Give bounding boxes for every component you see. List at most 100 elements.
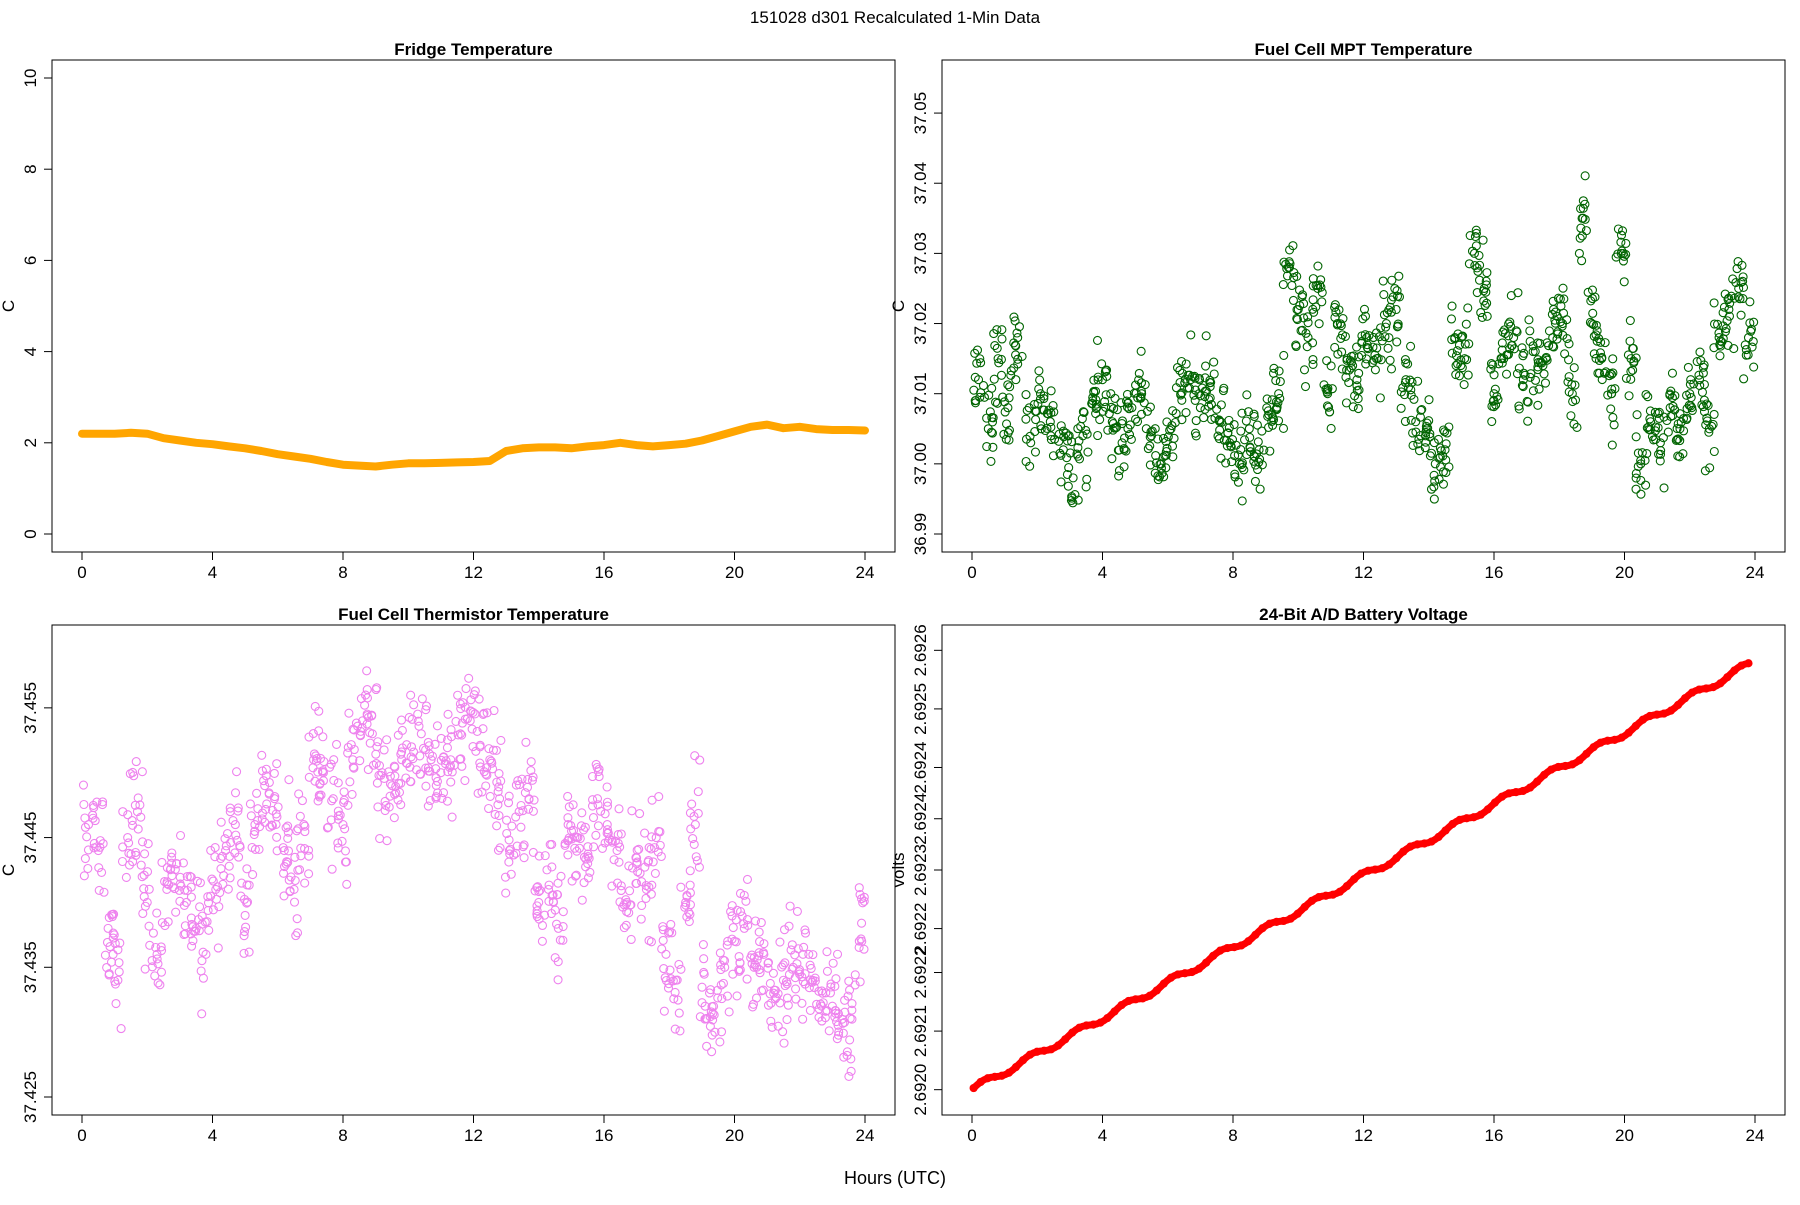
mpt-point [1121, 396, 1132, 406]
thermistor-point [421, 701, 432, 711]
mpt-point [1540, 378, 1551, 388]
mpt-point [1274, 366, 1284, 376]
thermistor-point [431, 764, 441, 774]
mpt-point [1523, 416, 1533, 426]
mpt-point [1386, 364, 1397, 374]
thermistor-point [83, 863, 93, 874]
thermistor-point [798, 949, 808, 959]
thermistor-point [826, 982, 836, 992]
fridge-xtick-label: 12 [464, 563, 483, 582]
mpt-point [1558, 283, 1568, 293]
mpt-point [1006, 366, 1016, 376]
thermistor-ytick-label: 37.425 [21, 1071, 40, 1123]
mpt-point [1440, 445, 1450, 455]
battery-ytick-label: 2.6923 [911, 844, 930, 896]
mpt-point [1186, 330, 1196, 340]
mpt-ytick-label: 37.04 [911, 162, 930, 205]
mpt-point [1722, 316, 1732, 326]
thermistor-point [528, 772, 538, 782]
battery-point [1624, 728, 1633, 737]
thermistor-point [659, 964, 669, 974]
thermistor-point [244, 947, 254, 957]
fridge-ylabel: C [0, 300, 18, 312]
thermistor-point [447, 812, 457, 822]
thermistor-point [749, 952, 759, 963]
thermistor-point [157, 918, 167, 928]
battery-point [1589, 743, 1598, 752]
mpt-point [1065, 448, 1075, 458]
mpt-point [1625, 315, 1635, 326]
thermistor-point [603, 836, 613, 846]
mpt-point [1368, 342, 1378, 352]
mpt-point [1317, 297, 1327, 307]
thermistor-point [151, 942, 161, 953]
mpt-ytick-label: 37.03 [911, 232, 930, 275]
mpt-point [1014, 322, 1024, 332]
thermistor-point [304, 869, 314, 879]
thermistor-point [824, 1026, 834, 1036]
mpt-point [1136, 393, 1146, 403]
thermistor-point [416, 729, 426, 739]
thermistor-point [260, 781, 270, 791]
mpt-point [1177, 368, 1188, 378]
thermistor-point [647, 832, 657, 842]
thermistor-point [396, 778, 406, 788]
mpt-point [1709, 343, 1719, 353]
battery-ytick-label: 2.6924 [911, 741, 930, 793]
mpt-point [1406, 341, 1416, 351]
mpt-point [1396, 387, 1406, 397]
thermistor-point [494, 782, 504, 792]
thermistor-point [131, 850, 141, 860]
mpt-point [1564, 372, 1574, 382]
thermistor-point [785, 901, 795, 911]
thermistor-point [808, 950, 818, 960]
thermistor-point [784, 921, 794, 931]
mpt-point [1589, 331, 1599, 341]
thermistor-point [264, 789, 274, 799]
thermistor-point [331, 739, 342, 749]
thermistor-point [133, 824, 143, 834]
mpt-point [970, 396, 980, 406]
thermistor-point [88, 810, 98, 820]
thermistor-point [186, 872, 196, 882]
mpt-point [1587, 318, 1597, 329]
thermistor-point [78, 780, 89, 790]
thermistor-point [855, 890, 865, 900]
thermistor-point [845, 1035, 855, 1045]
thermistor-point [522, 782, 533, 792]
mpt-point [1679, 426, 1689, 436]
thermistor-point [504, 857, 514, 867]
mpt-point [1141, 424, 1151, 434]
mpt-point [1391, 304, 1401, 315]
mpt-point [1631, 473, 1641, 483]
mpt-point [1349, 351, 1359, 361]
mpt-point [969, 385, 979, 395]
mpt-point [1654, 413, 1664, 423]
mpt-point [1518, 351, 1528, 361]
mpt-point [1253, 437, 1263, 447]
battery-point [1342, 881, 1352, 891]
thermistor-point [626, 934, 636, 945]
thermistor-point [512, 841, 522, 851]
mpt-point [1655, 449, 1666, 459]
mpt-xtick-label: 16 [1485, 563, 1504, 582]
mpt-point [1703, 400, 1713, 411]
fridge-ytick-label: 10 [21, 69, 40, 88]
mpt-point [1607, 369, 1617, 379]
mpt-point [1482, 311, 1492, 321]
thermistor-point [568, 800, 578, 810]
mpt-point [1663, 427, 1673, 437]
thermistor-point [524, 795, 534, 805]
thermistor-point [838, 1018, 848, 1028]
thermistor-point [778, 1027, 788, 1037]
thermistor-point [588, 795, 598, 805]
thermistor-point [318, 732, 328, 742]
thermistor-point [206, 891, 216, 901]
fridge-xtick-label: 16 [595, 563, 614, 582]
thermistor-point [215, 888, 225, 898]
mpt-point [1035, 375, 1045, 385]
mpt-point [1030, 447, 1041, 457]
thermistor-point [315, 753, 326, 763]
mpt-point [1440, 427, 1450, 437]
thermistor-point [442, 796, 452, 806]
